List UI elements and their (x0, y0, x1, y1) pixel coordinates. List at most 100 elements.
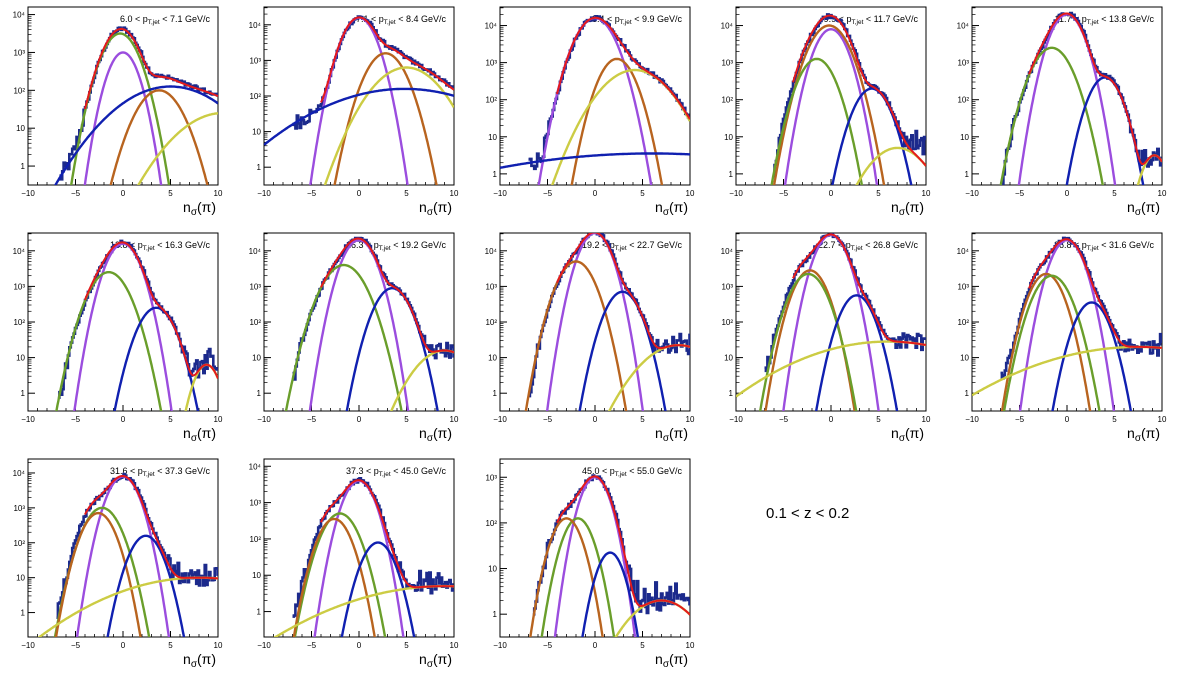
fit-electron (264, 87, 454, 146)
y-tick-label: 10³ (485, 473, 497, 482)
y-tick-label: 1 (965, 389, 970, 398)
fit-kaon (55, 271, 163, 411)
fit-pion (1017, 13, 1117, 185)
x-tick-label: 5 (640, 415, 645, 424)
fit-extra (323, 66, 454, 185)
y-tick-label: 1 (493, 389, 498, 398)
x-tick-label: 10 (214, 415, 223, 424)
y-tick-label: 10² (957, 96, 969, 105)
y-tick-label: 10⁴ (249, 21, 262, 30)
plot-area (529, 474, 690, 637)
fit-proton (292, 517, 376, 637)
x-tick-label: 0 (357, 189, 362, 198)
x-tick-label: −5 (307, 415, 317, 424)
x-tick-label: 10 (450, 189, 459, 198)
panel-title: 37.3 < pT,jet < 45.0 GeV/c (346, 466, 446, 478)
panel-title: 16.3 < pT,jet < 19.2 GeV/c (346, 240, 446, 252)
y-tick-label: 10 (724, 354, 733, 363)
fit-electron (340, 541, 416, 637)
x-tick-label: 10 (1158, 189, 1167, 198)
x-axis-title: nσ(π) (655, 199, 688, 218)
fit-electron (500, 152, 690, 169)
y-tick-label: 10 (16, 574, 25, 583)
y-tick-label: 10² (249, 92, 261, 101)
y-tick-label: 10 (960, 133, 969, 142)
y-tick-label: 1 (257, 608, 262, 617)
x-tick-label: 5 (640, 641, 645, 650)
fit-proton (524, 260, 628, 411)
y-tick-label: 1 (21, 389, 26, 398)
panel-title: 45.0 < pT,jet < 55.0 GeV/c (582, 466, 682, 478)
fit-kaon (284, 263, 403, 411)
fit-total (1028, 238, 1162, 349)
panel-5: −10 −5 0 5 10 1 10 10² 10³ 10⁴ nσ(π) 11.7 < pT,jet … (957, 6, 1167, 218)
x-tick-label: −5 (779, 189, 789, 198)
fit-proton (529, 517, 604, 637)
y-tick-label: 1 (493, 610, 498, 619)
x-tick-label: 5 (404, 189, 409, 198)
y-tick-label: 10 (16, 124, 25, 133)
fit-proton (570, 57, 664, 185)
x-tick-label: −10 (21, 641, 35, 650)
panel-7: −10 −5 0 5 10 1 10 10² 10³ 10⁴ nσ(π) 16.3 < pT,jet … (249, 232, 459, 444)
fit-total (320, 16, 454, 103)
x-tick-label: −5 (71, 415, 81, 424)
y-tick-label: 1 (21, 162, 26, 171)
plot-area (264, 15, 454, 185)
fit-extra (137, 112, 218, 185)
x-tick-label: 0 (829, 189, 834, 198)
y-tick-label: 10² (249, 535, 261, 544)
fit-electron (106, 534, 186, 637)
fit-proton (54, 511, 142, 637)
panel-title: 8.4 < pT,jet < 9.9 GeV/c (592, 14, 682, 26)
panel-2: −10 −5 0 5 10 1 10 10² 10³ 10⁴ nσ(π) 7.1 < pT,jet <… (249, 6, 459, 218)
x-tick-label: −5 (543, 189, 553, 198)
panel-title: 31.6 < pT,jet < 37.3 GeV/c (110, 466, 210, 478)
panel-title: 26.8 < pT,jet < 31.6 GeV/c (1054, 240, 1154, 252)
x-tick-label: 0 (1065, 189, 1070, 198)
x-tick-label: 10 (214, 189, 223, 198)
y-tick-label: 10² (485, 519, 497, 528)
panel-frame (971, 6, 1163, 186)
data-histogram (56, 472, 218, 619)
y-tick-label: 10³ (249, 499, 261, 508)
x-tick-label: 5 (168, 641, 173, 650)
plot-area (972, 236, 1162, 411)
panel-9: −10 −5 0 5 10 1 10 10² 10³ 10⁴ nσ(π) 22.7 < pT,jet … (721, 232, 931, 444)
x-axis-title: nσ(π) (655, 425, 688, 444)
y-tick-label: 1 (257, 389, 262, 398)
y-tick-label: 10² (721, 318, 733, 327)
plot-area (500, 15, 690, 185)
fit-total (556, 233, 690, 350)
y-tick-label: 10² (13, 539, 25, 548)
x-tick-label: 0 (121, 641, 126, 650)
y-tick-label: 1 (257, 163, 262, 172)
x-tick-label: −5 (71, 189, 81, 198)
fit-kaon (69, 32, 171, 185)
x-tick-label: 5 (404, 641, 409, 650)
x-tick-label: 10 (450, 415, 459, 424)
y-tick-label: 10³ (13, 282, 25, 291)
panel-title: 22.7 < pT,jet < 26.8 GeV/c (818, 240, 918, 252)
y-tick-label: 10⁴ (957, 22, 970, 31)
x-tick-label: 5 (404, 415, 409, 424)
x-tick-label: 5 (168, 189, 173, 198)
y-tick-label: 10⁴ (249, 462, 262, 471)
panel-1: −10 −5 0 5 10 1 10 10² 10³ 10⁴ nσ(π) 6.0 < pT,jet <… (13, 6, 223, 218)
y-tick-label: 10⁴ (13, 11, 26, 20)
x-tick-label: −10 (257, 641, 271, 650)
x-axis-title: nσ(π) (183, 199, 216, 218)
y-tick-label: 10 (488, 565, 497, 574)
fit-electron (581, 551, 640, 637)
panel-frame (971, 232, 1163, 412)
fit-proton (109, 89, 209, 185)
plot-area (54, 26, 218, 185)
panel-frame (263, 458, 455, 638)
y-tick-label: 10⁴ (13, 247, 26, 256)
x-tick-label: 0 (593, 641, 598, 650)
data-histogram (528, 15, 690, 171)
y-tick-label: 10³ (721, 282, 733, 291)
y-tick-label: 1 (21, 609, 26, 618)
fit-proton (772, 24, 886, 185)
fit-proton (333, 52, 438, 185)
